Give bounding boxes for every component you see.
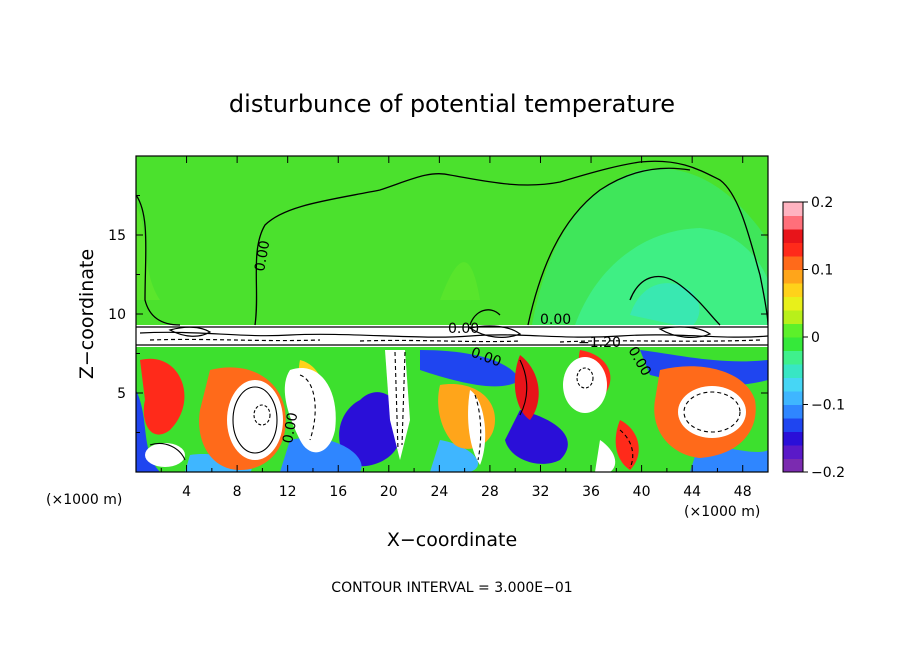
lower-contours <box>149 351 741 469</box>
x-tick-label: 16 <box>329 484 347 500</box>
colorbar-tick-label: 0.2 <box>811 195 833 211</box>
chart-title: disturbunce of potential temperature <box>229 90 675 118</box>
x-tick-label: 44 <box>683 484 701 500</box>
x-tick-label: 28 <box>481 484 499 500</box>
inversion-band <box>136 325 768 347</box>
contour-label: 0.00 <box>540 312 571 328</box>
colorbar-swatch <box>783 404 803 419</box>
contour-lines <box>136 160 768 326</box>
colorbar-swatch <box>783 296 803 311</box>
colorbar: 0.2 0.1 0 −0.1 −0.2 <box>782 195 845 481</box>
contour-label: 0.00 <box>280 411 301 444</box>
cool-core-2 <box>630 283 700 328</box>
colorbar-swatch <box>783 350 803 365</box>
colorbar-swatch <box>783 202 803 216</box>
cool-core <box>575 228 768 330</box>
colorbar-swatch <box>783 364 803 378</box>
contour-label: 0.00 <box>252 239 273 272</box>
y-tick-label: 15 <box>108 228 126 244</box>
x-tick-label: 36 <box>582 484 600 500</box>
colorbar-swatch <box>783 256 803 270</box>
contour-label: −1.20 <box>578 335 621 351</box>
colorbar-swatch <box>783 377 803 392</box>
y-tick-label: 5 <box>117 386 126 402</box>
contour-interval-note: CONTOUR INTERVAL = 3.000E−01 <box>331 580 572 596</box>
x-tick-label: 32 <box>532 484 550 500</box>
y-tick-label: 10 <box>108 307 126 323</box>
colorbar-swatch <box>783 310 803 324</box>
x-tick-label: 12 <box>279 484 297 500</box>
x-tick-label: 48 <box>734 484 752 500</box>
x-tick-label: 40 <box>633 484 651 500</box>
colorbar-swatch <box>783 242 803 257</box>
colorbar-tick-label: −0.1 <box>811 398 845 414</box>
colorbar-swatch <box>783 391 803 405</box>
x-unit-right: (×1000 m) <box>684 504 760 520</box>
colorbar-tick-label: 0.1 <box>811 263 833 279</box>
x-axis: 4 8 12 16 20 24 28 32 36 40 44 48 <box>160 156 752 500</box>
contour-label: 0.00 <box>448 321 479 337</box>
colorbar-swatch <box>783 269 803 284</box>
colorbar-tick-label: 0 <box>811 330 820 346</box>
x-axis-label: X−coordinate <box>387 529 517 551</box>
band-contours <box>136 325 768 346</box>
colorbar-swatch <box>783 445 803 459</box>
y-axis-label: Z−coordinate <box>76 249 98 379</box>
colorbar-swatch <box>783 229 803 243</box>
x-tick-label: 4 <box>182 484 191 500</box>
x-tick-label: 8 <box>233 484 242 500</box>
x-unit-left: (×1000 m) <box>46 492 122 508</box>
colorbar-swatch <box>783 283 803 297</box>
turbulent-eddies <box>136 350 768 472</box>
plot-area <box>136 156 768 472</box>
colorbar-swatch <box>783 215 803 230</box>
colorbar-swatch <box>783 337 803 351</box>
colorbar-swatch <box>783 418 803 432</box>
colorbar-tick-label: −0.2 <box>811 465 845 481</box>
colorbar-swatch <box>783 431 803 446</box>
colorbar-swatch <box>783 458 803 473</box>
x-tick-label: 24 <box>430 484 448 500</box>
colorbar-swatch <box>783 323 803 338</box>
y-axis: 5 10 15 <box>108 195 768 433</box>
x-tick-label: 20 <box>380 484 398 500</box>
